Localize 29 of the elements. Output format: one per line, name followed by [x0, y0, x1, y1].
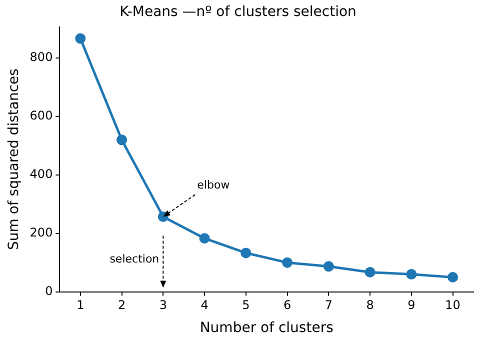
point — [323, 261, 334, 272]
point — [199, 233, 210, 244]
y-tick-label: 0 — [45, 284, 53, 298]
x-tick-label: 6 — [283, 298, 292, 312]
point — [406, 269, 417, 280]
annotation: elbow — [197, 178, 230, 192]
y-tick-label: 400 — [30, 167, 53, 182]
x-tick-label: 9 — [408, 298, 416, 312]
x-axis-title: Number of clusters — [200, 320, 334, 336]
x-tick-label: 5 — [242, 298, 250, 312]
point — [75, 33, 86, 44]
point — [282, 257, 293, 268]
x-tick-label: 2 — [118, 298, 126, 312]
x-tick-label: 10 — [445, 298, 460, 312]
annotation: selection — [110, 252, 160, 266]
y-tick-label: 600 — [30, 108, 53, 123]
y-tick-label: 800 — [30, 50, 53, 64]
x-tick-label: 8 — [366, 298, 374, 312]
point — [240, 248, 252, 258]
x-tick-label: 4 — [200, 298, 208, 312]
x-tick-label: 3 — [159, 298, 167, 312]
point — [448, 272, 458, 282]
x-tick-label: 7 — [324, 298, 332, 312]
y-tick-label: 200 — [30, 225, 53, 240]
x-tick-label: 1 — [76, 298, 84, 312]
y-axis-title: Sum of squared distances — [6, 68, 22, 250]
point — [116, 134, 128, 146]
chart-title: K-Means —nº of clusters selection — [120, 4, 356, 20]
point — [364, 266, 376, 278]
